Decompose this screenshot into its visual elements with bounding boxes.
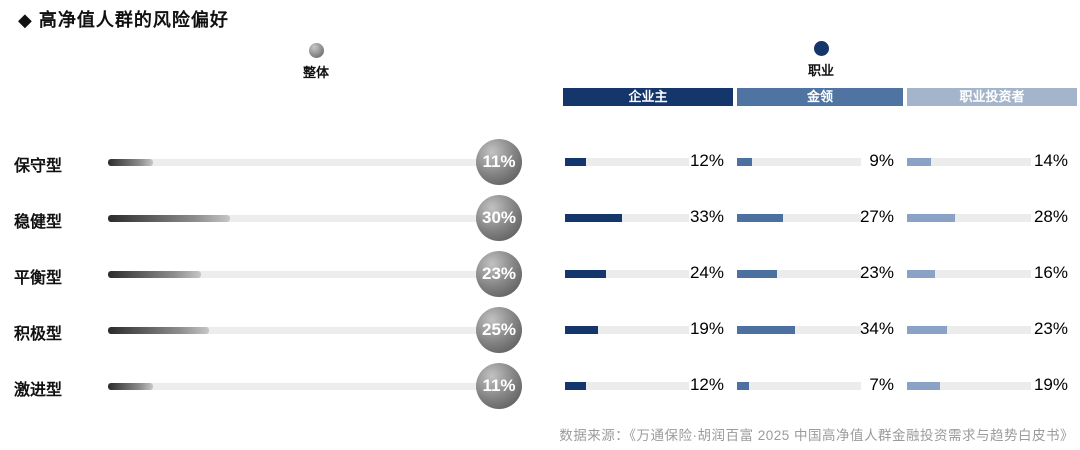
column-header-gold-collar: 金领 [737, 88, 903, 106]
value-professional-investor: 14% [1033, 151, 1068, 170]
bar-fill-business-owner [565, 214, 622, 222]
overall-value-badge: 11% [476, 139, 522, 185]
bar-fill-professional-investor [907, 214, 956, 222]
bar-fill-gold-collar [737, 214, 784, 222]
value-business-owner: 12% [689, 375, 724, 394]
bar-track-professional-investor [907, 214, 1031, 222]
legend-overall-label: 整体 [302, 65, 329, 80]
risk-row-aggressive: 激进型 11% 12% 7% 19% [0, 363, 1080, 409]
bar-track-gold-collar [737, 326, 861, 334]
overall-bar-track [108, 383, 482, 390]
overall-bar-track [108, 215, 482, 222]
legend-overall: 整体 [281, 43, 351, 81]
bar-track-business-owner [565, 270, 689, 278]
bar-fill-business-owner [565, 382, 586, 390]
bar-track-professional-investor [907, 382, 1031, 390]
overall-value-badge: 25% [476, 307, 522, 353]
bar-track-gold-collar [737, 158, 861, 166]
data-source-note: 数据来源：《万通保险·胡润百富 2025 中国高净值人群金融投资需求与趋势白皮书… [559, 428, 1074, 443]
overall-bar-fill [108, 159, 153, 166]
occupation-dot-icon [813, 41, 829, 56]
bar-fill-business-owner [565, 326, 598, 334]
value-business-owner: 24% [689, 263, 724, 282]
value-gold-collar: 7% [869, 375, 894, 394]
bar-track-business-owner [565, 326, 689, 334]
row-label: 平衡型 [14, 270, 63, 287]
bar-fill-professional-investor [907, 270, 935, 278]
value-professional-investor: 16% [1033, 263, 1068, 282]
value-gold-collar: 34% [859, 319, 894, 338]
overall-value-badge: 11% [476, 363, 522, 409]
bar-fill-professional-investor [907, 158, 932, 166]
overall-bar-fill [108, 327, 210, 334]
overall-dot-icon [308, 43, 324, 58]
bar-fill-gold-collar [737, 326, 796, 334]
bar-fill-business-owner [565, 270, 607, 278]
value-gold-collar: 27% [859, 207, 894, 226]
overall-bar-track [108, 271, 482, 278]
legend-occupation-label: 职业 [807, 63, 834, 78]
bar-fill-business-owner [565, 158, 586, 166]
value-professional-investor: 23% [1033, 319, 1068, 338]
row-label: 稳健型 [14, 214, 63, 231]
column-header-professional-investor: 职业投资者 [907, 88, 1077, 106]
row-label: 保守型 [14, 158, 63, 175]
overall-bar-track [108, 159, 482, 166]
page-title: ◆ 高净值人群的风险偏好 [18, 10, 229, 30]
row-label: 激进型 [14, 382, 63, 399]
value-business-owner: 12% [689, 151, 724, 170]
risk-row-balanced: 平衡型 23% 24% 23% 16% [0, 251, 1080, 297]
bar-track-gold-collar [737, 382, 861, 390]
bar-track-gold-collar [737, 214, 861, 222]
risk-row-active: 积极型 25% 19% 34% 23% [0, 307, 1080, 353]
value-business-owner: 33% [689, 207, 724, 226]
bar-fill-gold-collar [737, 158, 753, 166]
value-gold-collar: 9% [869, 151, 894, 170]
value-professional-investor: 28% [1033, 207, 1068, 226]
overall-bar-fill [108, 271, 202, 278]
risk-row-conservative: 保守型 11% 12% 9% 14% [0, 139, 1080, 185]
risk-row-steady: 稳健型 30% 33% 27% 28% [0, 195, 1080, 241]
column-header-business-owner: 企业主 [563, 88, 733, 106]
value-business-owner: 19% [689, 319, 724, 338]
bar-track-professional-investor [907, 158, 1031, 166]
bar-fill-gold-collar [737, 382, 750, 390]
bar-track-gold-collar [737, 270, 861, 278]
overall-bar-fill [108, 215, 230, 222]
value-professional-investor: 19% [1033, 375, 1068, 394]
bar-track-professional-investor [907, 326, 1031, 334]
bar-fill-professional-investor [907, 382, 940, 390]
overall-value-badge: 23% [476, 251, 522, 297]
legend-occupation: 职业 [786, 41, 856, 79]
bar-track-business-owner [565, 382, 689, 390]
bar-fill-professional-investor [907, 326, 947, 334]
row-label: 积极型 [14, 326, 63, 343]
overall-value-badge: 30% [476, 195, 522, 241]
bar-track-business-owner [565, 158, 689, 166]
bar-track-business-owner [565, 214, 689, 222]
overall-bar-track [108, 327, 482, 334]
bar-track-professional-investor [907, 270, 1031, 278]
bar-fill-gold-collar [737, 270, 777, 278]
value-gold-collar: 23% [859, 263, 894, 282]
overall-bar-fill [108, 383, 153, 390]
